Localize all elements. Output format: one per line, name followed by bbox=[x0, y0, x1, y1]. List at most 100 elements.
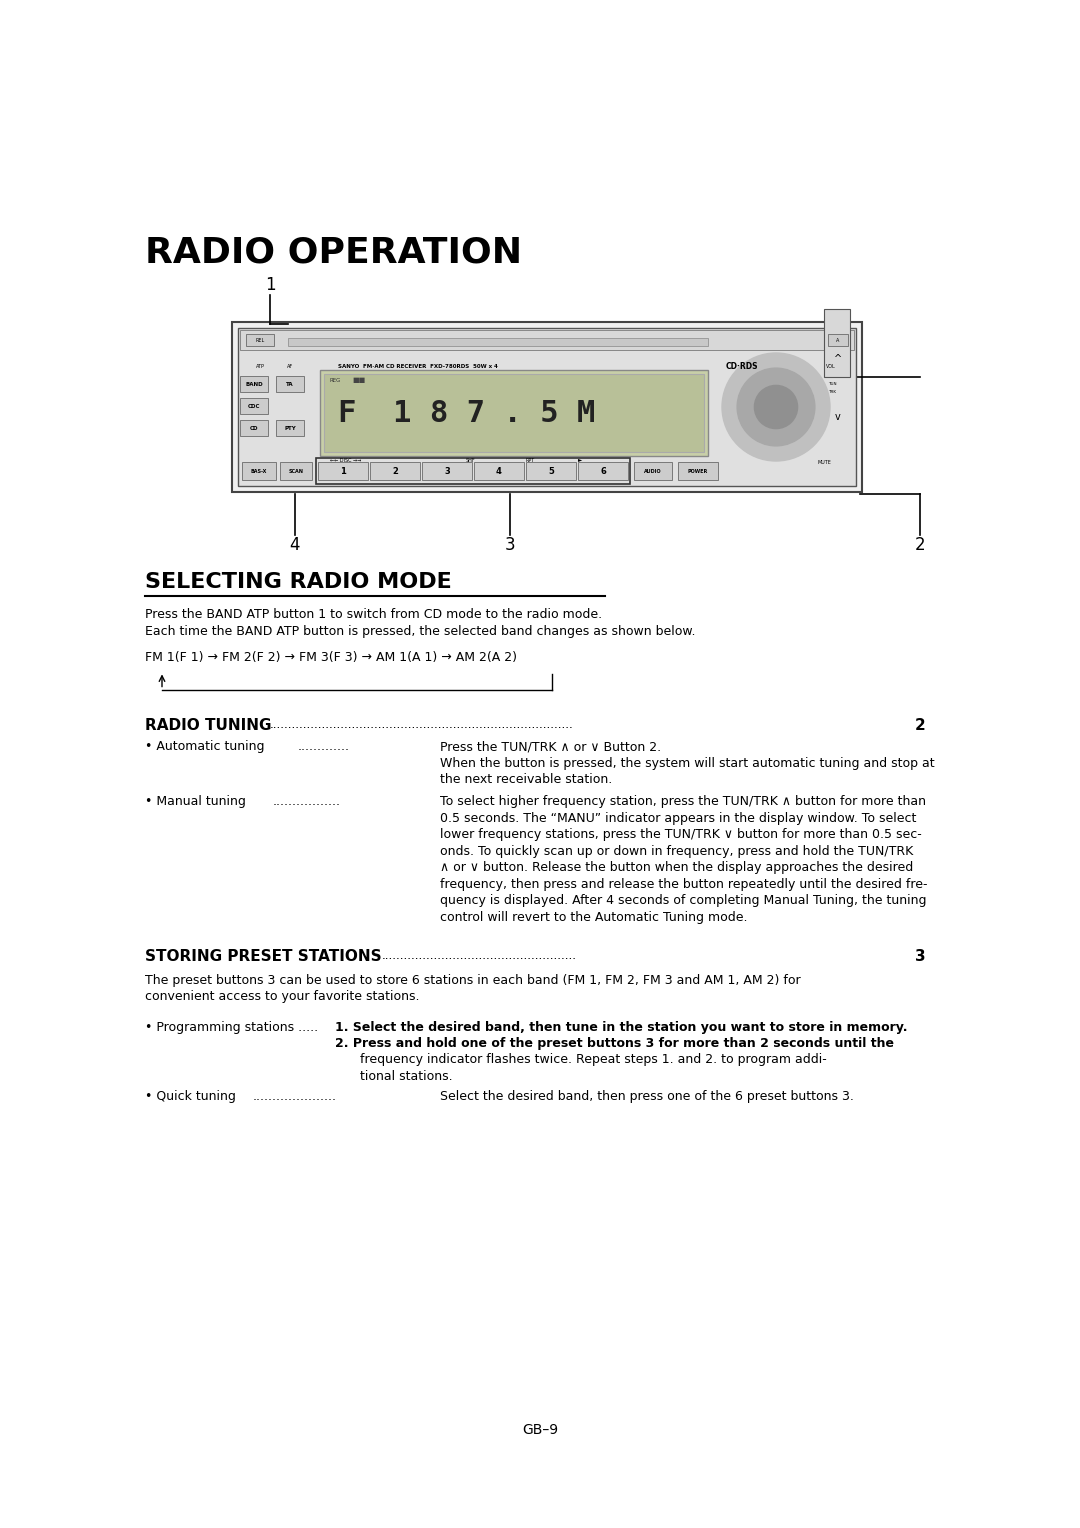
Text: POWER: POWER bbox=[688, 469, 708, 474]
Text: .............: ............. bbox=[298, 740, 350, 753]
Text: ←← DISC →→: ←← DISC →→ bbox=[330, 457, 361, 463]
Text: AUDIO: AUDIO bbox=[644, 469, 662, 474]
Text: 0.5 seconds. The “MANU” indicator appears in the display window. To select: 0.5 seconds. The “MANU” indicator appear… bbox=[440, 811, 916, 825]
Text: A: A bbox=[836, 338, 839, 342]
Text: 2. Press and hold one of the preset buttons 3 for more than 2 seconds until the: 2. Press and hold one of the preset butt… bbox=[335, 1038, 894, 1050]
Bar bbox=[276, 376, 303, 393]
Bar bbox=[318, 461, 368, 480]
Text: tional stations.: tional stations. bbox=[360, 1070, 453, 1083]
Bar bbox=[242, 461, 276, 480]
Text: SHF: SHF bbox=[465, 457, 475, 463]
Bar bbox=[232, 322, 862, 492]
Text: AF: AF bbox=[287, 364, 293, 368]
Bar bbox=[246, 335, 274, 345]
Bar bbox=[280, 461, 312, 480]
Bar bbox=[678, 461, 718, 480]
Text: STORING PRESET STATIONS: STORING PRESET STATIONS bbox=[145, 949, 381, 964]
Text: REL: REL bbox=[255, 338, 265, 342]
Text: Each time the BAND ATP button is pressed, the selected band changes as shown bel: Each time the BAND ATP button is pressed… bbox=[145, 625, 696, 637]
Text: CDC: CDC bbox=[247, 403, 260, 408]
Bar bbox=[634, 461, 672, 480]
Text: onds. To quickly scan up or down in frequency, press and hold the TUN/TRK: onds. To quickly scan up or down in freq… bbox=[440, 845, 914, 857]
Text: To select higher frequency station, press the TUN/TRK ∧ button for more than: To select higher frequency station, pres… bbox=[440, 795, 926, 808]
Text: CD: CD bbox=[249, 425, 258, 431]
Text: • Manual tuning: • Manual tuning bbox=[145, 795, 246, 808]
Text: 3: 3 bbox=[444, 466, 450, 475]
Text: Select the desired band, then press one of the 6 preset buttons 3.: Select the desired band, then press one … bbox=[440, 1089, 854, 1103]
Bar bbox=[370, 461, 420, 480]
Bar bbox=[324, 374, 704, 452]
Text: BAND: BAND bbox=[245, 382, 262, 387]
Text: .....................: ..................... bbox=[253, 1089, 337, 1103]
Text: MUTE: MUTE bbox=[818, 460, 831, 465]
Bar bbox=[240, 420, 268, 435]
Text: ■■: ■■ bbox=[352, 377, 365, 384]
Text: TRK: TRK bbox=[828, 390, 836, 394]
Text: When the button is pressed, the system will start automatic tuning and stop at: When the button is pressed, the system w… bbox=[440, 756, 934, 770]
Bar bbox=[828, 335, 848, 345]
Text: control will revert to the Automatic Tuning mode.: control will revert to the Automatic Tun… bbox=[440, 911, 747, 923]
Text: v: v bbox=[835, 413, 841, 422]
Bar bbox=[240, 397, 268, 414]
Bar bbox=[320, 370, 708, 455]
Text: 5: 5 bbox=[548, 466, 554, 475]
Text: TUN: TUN bbox=[827, 382, 836, 387]
Text: GB–9: GB–9 bbox=[522, 1423, 558, 1436]
Text: • Programming stations .....: • Programming stations ..... bbox=[145, 1021, 319, 1033]
Bar bbox=[474, 461, 524, 480]
Text: ∧ or ∨ button. Release the button when the display approaches the desired: ∧ or ∨ button. Release the button when t… bbox=[440, 860, 914, 874]
Text: 1: 1 bbox=[340, 466, 346, 475]
Text: 1. Select the desired band, then tune in the station you want to store in memory: 1. Select the desired band, then tune in… bbox=[335, 1021, 907, 1033]
Text: lower frequency stations, press the TUN/TRK ∨ button for more than 0.5 sec-: lower frequency stations, press the TUN/… bbox=[440, 828, 921, 840]
Text: 4: 4 bbox=[289, 536, 300, 555]
Text: SANYO  FM·AM CD RECEIVER  FXD-780RDS  50W x 4: SANYO FM·AM CD RECEIVER FXD-780RDS 50W x… bbox=[338, 364, 498, 368]
Text: 4: 4 bbox=[496, 466, 502, 475]
Text: quency is displayed. After 4 seconds of completing Manual Tuning, the tuning: quency is displayed. After 4 seconds of … bbox=[440, 894, 927, 908]
Bar bbox=[824, 309, 850, 377]
Bar bbox=[578, 461, 627, 480]
Bar bbox=[288, 338, 708, 345]
Text: 1: 1 bbox=[265, 277, 275, 293]
Text: Press the TUN/TRK ∧ or ∨ Button 2.: Press the TUN/TRK ∧ or ∨ Button 2. bbox=[440, 740, 661, 753]
Text: 2: 2 bbox=[915, 536, 926, 555]
Text: SCAN: SCAN bbox=[288, 469, 303, 474]
Text: TA: TA bbox=[286, 382, 294, 387]
Text: REG: REG bbox=[330, 377, 341, 382]
Text: BAS-X: BAS-X bbox=[251, 469, 267, 474]
Text: RADIO TUNING: RADIO TUNING bbox=[145, 718, 271, 732]
Text: RPT: RPT bbox=[525, 457, 535, 463]
Circle shape bbox=[755, 385, 798, 428]
Bar bbox=[422, 461, 472, 480]
Text: the next receivable station.: the next receivable station. bbox=[440, 773, 612, 785]
Text: Press the BAND ATP button 1 to switch from CD mode to the radio mode.: Press the BAND ATP button 1 to switch fr… bbox=[145, 608, 603, 620]
Text: SELECTING RADIO MODE: SELECTING RADIO MODE bbox=[145, 571, 451, 591]
Text: ►: ► bbox=[578, 457, 582, 463]
Circle shape bbox=[723, 353, 831, 461]
Text: 2: 2 bbox=[915, 718, 926, 732]
Bar bbox=[240, 376, 268, 393]
Bar bbox=[238, 329, 856, 486]
Text: 3: 3 bbox=[504, 536, 515, 555]
Text: PTY: PTY bbox=[284, 425, 296, 431]
Text: 2: 2 bbox=[392, 466, 397, 475]
Bar bbox=[526, 461, 576, 480]
Text: ................................................................................: ........................................… bbox=[270, 718, 573, 730]
Text: frequency, then press and release the button repeatedly until the desired fre-: frequency, then press and release the bu… bbox=[440, 877, 928, 891]
Text: F  1: F 1 bbox=[338, 399, 411, 428]
Text: • Quick tuning: • Quick tuning bbox=[145, 1089, 235, 1103]
Text: 8 7 . 5 M: 8 7 . 5 M bbox=[430, 399, 595, 428]
Text: frequency indicator flashes twice. Repeat steps 1. and 2. to program addi-: frequency indicator flashes twice. Repea… bbox=[360, 1053, 827, 1067]
Text: 3: 3 bbox=[915, 949, 926, 964]
Text: FM 1(F 1) → FM 2(F 2) → FM 3(F 3) → AM 1(A 1) → AM 2(A 2): FM 1(F 1) → FM 2(F 2) → FM 3(F 3) → AM 1… bbox=[145, 651, 517, 665]
Circle shape bbox=[738, 368, 815, 446]
Text: convenient access to your favorite stations.: convenient access to your favorite stati… bbox=[145, 990, 419, 1002]
Text: ^: ^ bbox=[834, 354, 842, 364]
Bar bbox=[276, 420, 303, 435]
Text: ....................................................: ........................................… bbox=[382, 949, 577, 963]
Text: The preset buttons 3 can be used to store 6 stations in each band (FM 1, FM 2, F: The preset buttons 3 can be used to stor… bbox=[145, 973, 800, 987]
Bar bbox=[316, 458, 630, 484]
Text: VOL: VOL bbox=[826, 364, 836, 368]
Text: .................: ................. bbox=[273, 795, 341, 808]
Text: CD·RDS: CD·RDS bbox=[726, 362, 758, 370]
Text: 6: 6 bbox=[600, 466, 606, 475]
